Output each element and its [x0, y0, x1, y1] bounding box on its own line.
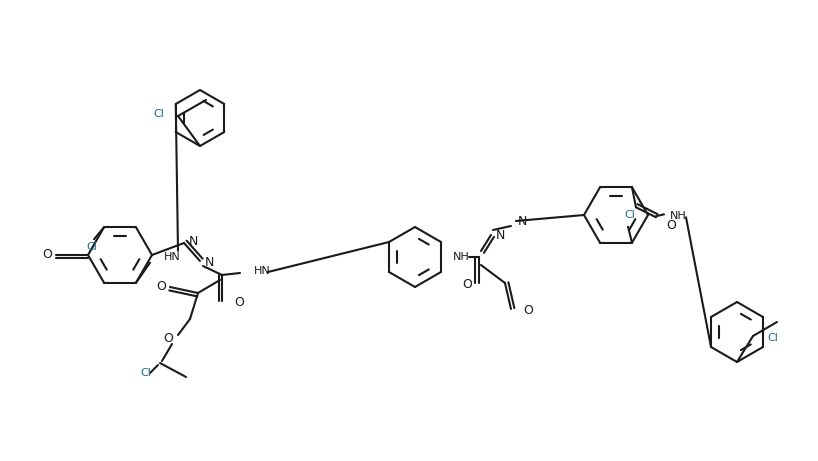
- Text: NH: NH: [453, 252, 470, 262]
- Text: O: O: [234, 296, 244, 309]
- Text: N: N: [205, 256, 214, 270]
- Text: HN: HN: [254, 266, 271, 276]
- Text: O: O: [666, 219, 676, 232]
- Text: N: N: [496, 229, 506, 242]
- Text: O: O: [156, 280, 166, 294]
- Text: Cl: Cl: [625, 210, 636, 220]
- Text: NH: NH: [670, 211, 687, 221]
- Text: O: O: [42, 248, 52, 261]
- Text: Cl: Cl: [87, 242, 97, 252]
- Text: O: O: [523, 305, 533, 318]
- Text: N: N: [189, 235, 199, 248]
- Text: O: O: [163, 332, 173, 345]
- Text: O: O: [462, 278, 472, 291]
- Text: HN: HN: [164, 252, 181, 262]
- Text: N: N: [518, 214, 528, 227]
- Text: Cl: Cl: [153, 109, 164, 119]
- Text: Cl: Cl: [141, 368, 151, 378]
- Text: Cl: Cl: [767, 333, 778, 343]
